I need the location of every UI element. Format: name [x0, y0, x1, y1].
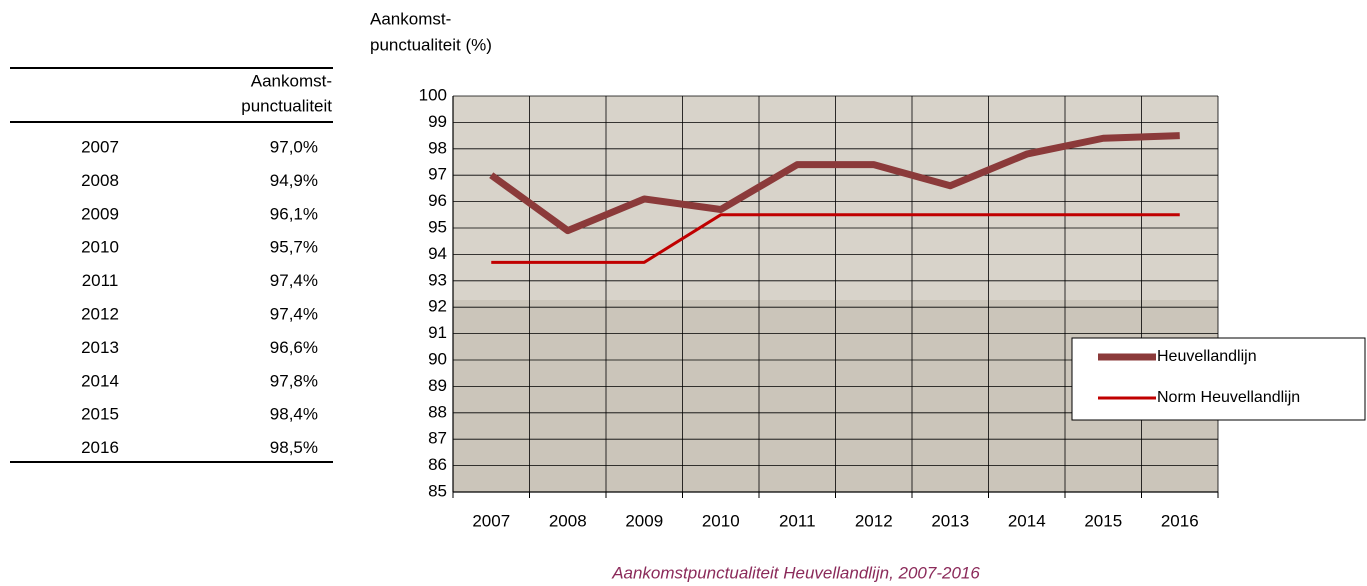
table-year: 2012 [81, 304, 119, 323]
y-tick-label: 90 [428, 349, 447, 368]
caption: Aankomstpunctualiteit Heuvellandlijn, 20… [611, 563, 980, 582]
table-value: 97,4% [270, 271, 318, 290]
y-tick-label: 97 [428, 165, 447, 184]
table-value: 96,6% [270, 338, 318, 357]
legend-box [1071, 337, 1366, 421]
y-tick-label: 93 [428, 270, 447, 289]
y-axis-label: Aankomst- [370, 9, 451, 28]
table-value: 97,0% [270, 137, 318, 156]
table-year: 2016 [81, 438, 119, 457]
table-value: 97,8% [270, 371, 318, 390]
y-tick-label: 85 [428, 481, 447, 500]
y-tick-label: 87 [428, 429, 447, 448]
table-year: 2008 [81, 171, 119, 190]
series-line [491, 213, 1180, 264]
table-year: 2009 [81, 204, 119, 223]
x-tick-label: 2016 [1161, 511, 1199, 530]
table-value: 98,5% [270, 438, 318, 457]
y-tick-label: 86 [428, 455, 447, 474]
x-tick-label: 2015 [1084, 511, 1122, 530]
x-tick-label: 2013 [931, 511, 969, 530]
legend-label: Heuvellandlijn [1157, 348, 1257, 365]
y-tick-label: 89 [428, 376, 447, 395]
y-tick-label: 88 [428, 402, 447, 421]
table-year: 2007 [81, 137, 119, 156]
table-year: 2014 [81, 371, 119, 390]
y-tick-label: 96 [428, 191, 447, 210]
table-value: 97,4% [270, 304, 318, 323]
y-tick-label: 92 [428, 297, 447, 316]
y-tick-label: 94 [428, 244, 447, 263]
y-tick-label: 95 [428, 217, 447, 236]
table-header: Aankomst- [251, 71, 332, 90]
table-value: 95,7% [270, 238, 318, 257]
x-tick-label: 2014 [1008, 511, 1046, 530]
table-value: 94,9% [270, 171, 318, 190]
table-value: 98,4% [270, 405, 318, 424]
series-line [489, 132, 1180, 235]
y-tick-label: 91 [428, 323, 447, 342]
x-tick-label: 2011 [779, 511, 816, 530]
x-tick-label: 2008 [549, 511, 587, 530]
table-value: 96,1% [270, 204, 318, 223]
legend-label: Norm Heuvellandlijn [1157, 389, 1300, 406]
x-tick-label: 2009 [625, 511, 663, 530]
y-axis-label: punctualiteit (%) [370, 35, 492, 54]
table-year: 2011 [82, 271, 119, 290]
y-tick-label: 100 [419, 85, 447, 104]
x-tick-label: 2012 [855, 511, 893, 530]
table-year: 2010 [81, 238, 119, 257]
x-tick-label: 2010 [702, 511, 740, 530]
table-year: 2015 [81, 405, 119, 424]
y-tick-label: 98 [428, 138, 447, 157]
table-year: 2013 [81, 338, 119, 357]
table-header: punctualiteit [241, 96, 332, 115]
x-tick-label: 2007 [472, 511, 510, 530]
y-tick-label: 99 [428, 112, 447, 131]
